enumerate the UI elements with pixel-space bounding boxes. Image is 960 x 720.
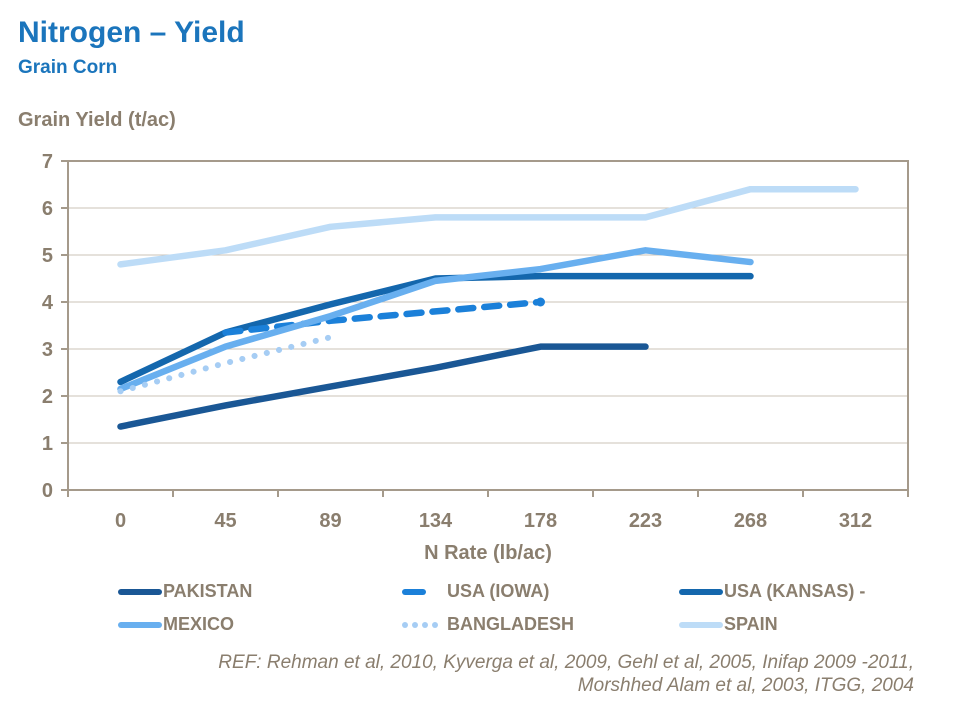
reference-citation: REF: Rehman et al, 2010, Kyverga et al, … [218, 651, 914, 697]
page-title: Nitrogen – Yield [18, 16, 245, 49]
usa-iowa-dash-swatch-icon [402, 588, 447, 595]
x-tick-label: 312 [839, 510, 872, 532]
x-tick-label: 0 [115, 510, 126, 532]
reference-line-1: REF: Rehman et al, 2010, Kyverga et al, … [218, 652, 914, 673]
x-tick-label: 45 [214, 510, 236, 532]
legend-item-pakistan: PAKISTAN [118, 578, 252, 605]
y-tick-label: 3 [42, 339, 53, 361]
legend-item-usa-kansas: USA (KANSAS) - [679, 578, 865, 605]
legend-label: BANGLADESH [447, 614, 575, 634]
spain-line-swatch-icon [679, 621, 724, 628]
y-tick-label: 7 [42, 151, 53, 173]
series-line-bangladesh [117, 334, 334, 395]
legend-item-bangladesh: BANGLADESH [402, 611, 574, 638]
mexico-line-swatch-icon [118, 621, 163, 628]
legend-label: MEXICO [163, 614, 235, 634]
usa-kansas-line-swatch-icon [679, 588, 724, 595]
y-axis-title: Grain Yield (t/ac) [18, 109, 176, 131]
legend-label: SPAIN [724, 614, 778, 634]
series-line-usa-iowa [222, 298, 544, 336]
legend-label: PAKISTAN [163, 581, 253, 601]
x-tick-label: 223 [629, 510, 662, 532]
pakistan-line-swatch-icon [118, 588, 163, 595]
series-end-dot [536, 297, 545, 307]
y-tick-label: 2 [42, 386, 53, 408]
y-tick-label: 5 [42, 245, 53, 267]
chart-legend: PAKISTAN USA (IOWA) USA (KANSAS) - MEXIC… [0, 578, 960, 646]
page-subtitle: Grain Corn [18, 57, 118, 78]
legend-item-spain: SPAIN [679, 611, 778, 638]
series-line-spain [117, 185, 859, 268]
legend-item-mexico: MEXICO [118, 611, 234, 638]
y-tick-label: 0 [42, 480, 53, 502]
x-tick-label: 89 [319, 510, 341, 532]
series-line-pakistan [117, 343, 649, 430]
x-tick-label: 268 [734, 510, 767, 532]
x-tick-label: 178 [524, 510, 557, 532]
legend-item-usa-iowa: USA (IOWA) [402, 578, 549, 605]
series-line-mexico [117, 247, 754, 393]
reference-line-2: Morshhed Alam et al, 2003, ITGG, 2004 [577, 675, 914, 696]
legend-label: USA (KANSAS) - [724, 581, 866, 601]
y-tick-label: 6 [42, 198, 53, 220]
bangladesh-dots-swatch-icon [402, 621, 447, 628]
y-tick-label: 1 [42, 433, 53, 455]
plot-border [67, 160, 909, 491]
y-tick-label: 4 [42, 292, 54, 314]
legend-label: USA (IOWA) [447, 581, 550, 601]
x-tick-label: 134 [419, 510, 453, 532]
x-axis-title: N Rate (lb/ac) [424, 542, 552, 564]
